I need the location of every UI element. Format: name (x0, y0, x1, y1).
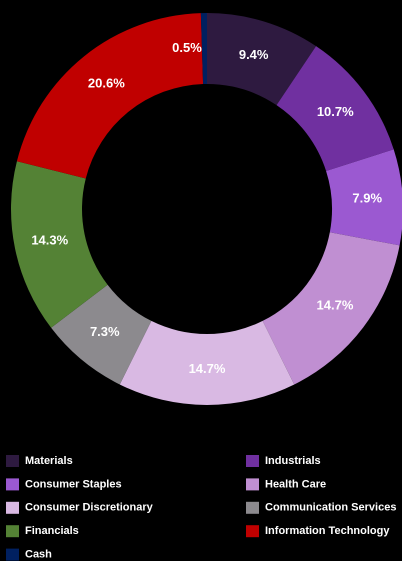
legend-label: Industrials (265, 455, 321, 467)
value-label: 7.3% (90, 324, 120, 339)
legend-label: Consumer Discretionary (25, 502, 154, 514)
legend-swatch (246, 478, 259, 491)
legend-swatch (246, 525, 259, 538)
legend-label: Financials (25, 525, 79, 537)
legend-swatch (246, 455, 259, 467)
legend-swatch (6, 525, 19, 538)
value-label: 14.7% (189, 361, 226, 376)
value-label: 0.5% (172, 40, 202, 55)
legend-label: Communication Services (265, 502, 396, 514)
slice (200, 13, 207, 85)
slice (326, 149, 402, 246)
legend-label: Consumer Staples (25, 478, 122, 490)
legend-label: Materials (25, 455, 73, 467)
slice (16, 13, 204, 179)
legend-label: Cash (25, 549, 52, 561)
slice (11, 161, 108, 328)
value-label: 7.9% (352, 191, 382, 206)
legend-label: Health Care (265, 478, 326, 490)
slice (276, 46, 394, 171)
legend-swatch (246, 501, 259, 514)
slice (207, 13, 317, 106)
legend-swatch (6, 478, 19, 491)
value-label: 9.4% (239, 47, 269, 62)
legend-swatch (6, 455, 19, 467)
slice (119, 320, 295, 406)
slice (262, 232, 400, 385)
legend-label: Information Technology (265, 525, 390, 537)
value-label: 10.7% (317, 104, 354, 119)
value-label: 14.7% (317, 297, 354, 312)
legend-swatch (6, 501, 19, 514)
value-label: 20.6% (88, 75, 125, 90)
value-label: 14.3% (31, 233, 68, 248)
slice (51, 284, 152, 385)
legend-swatch (6, 548, 19, 561)
